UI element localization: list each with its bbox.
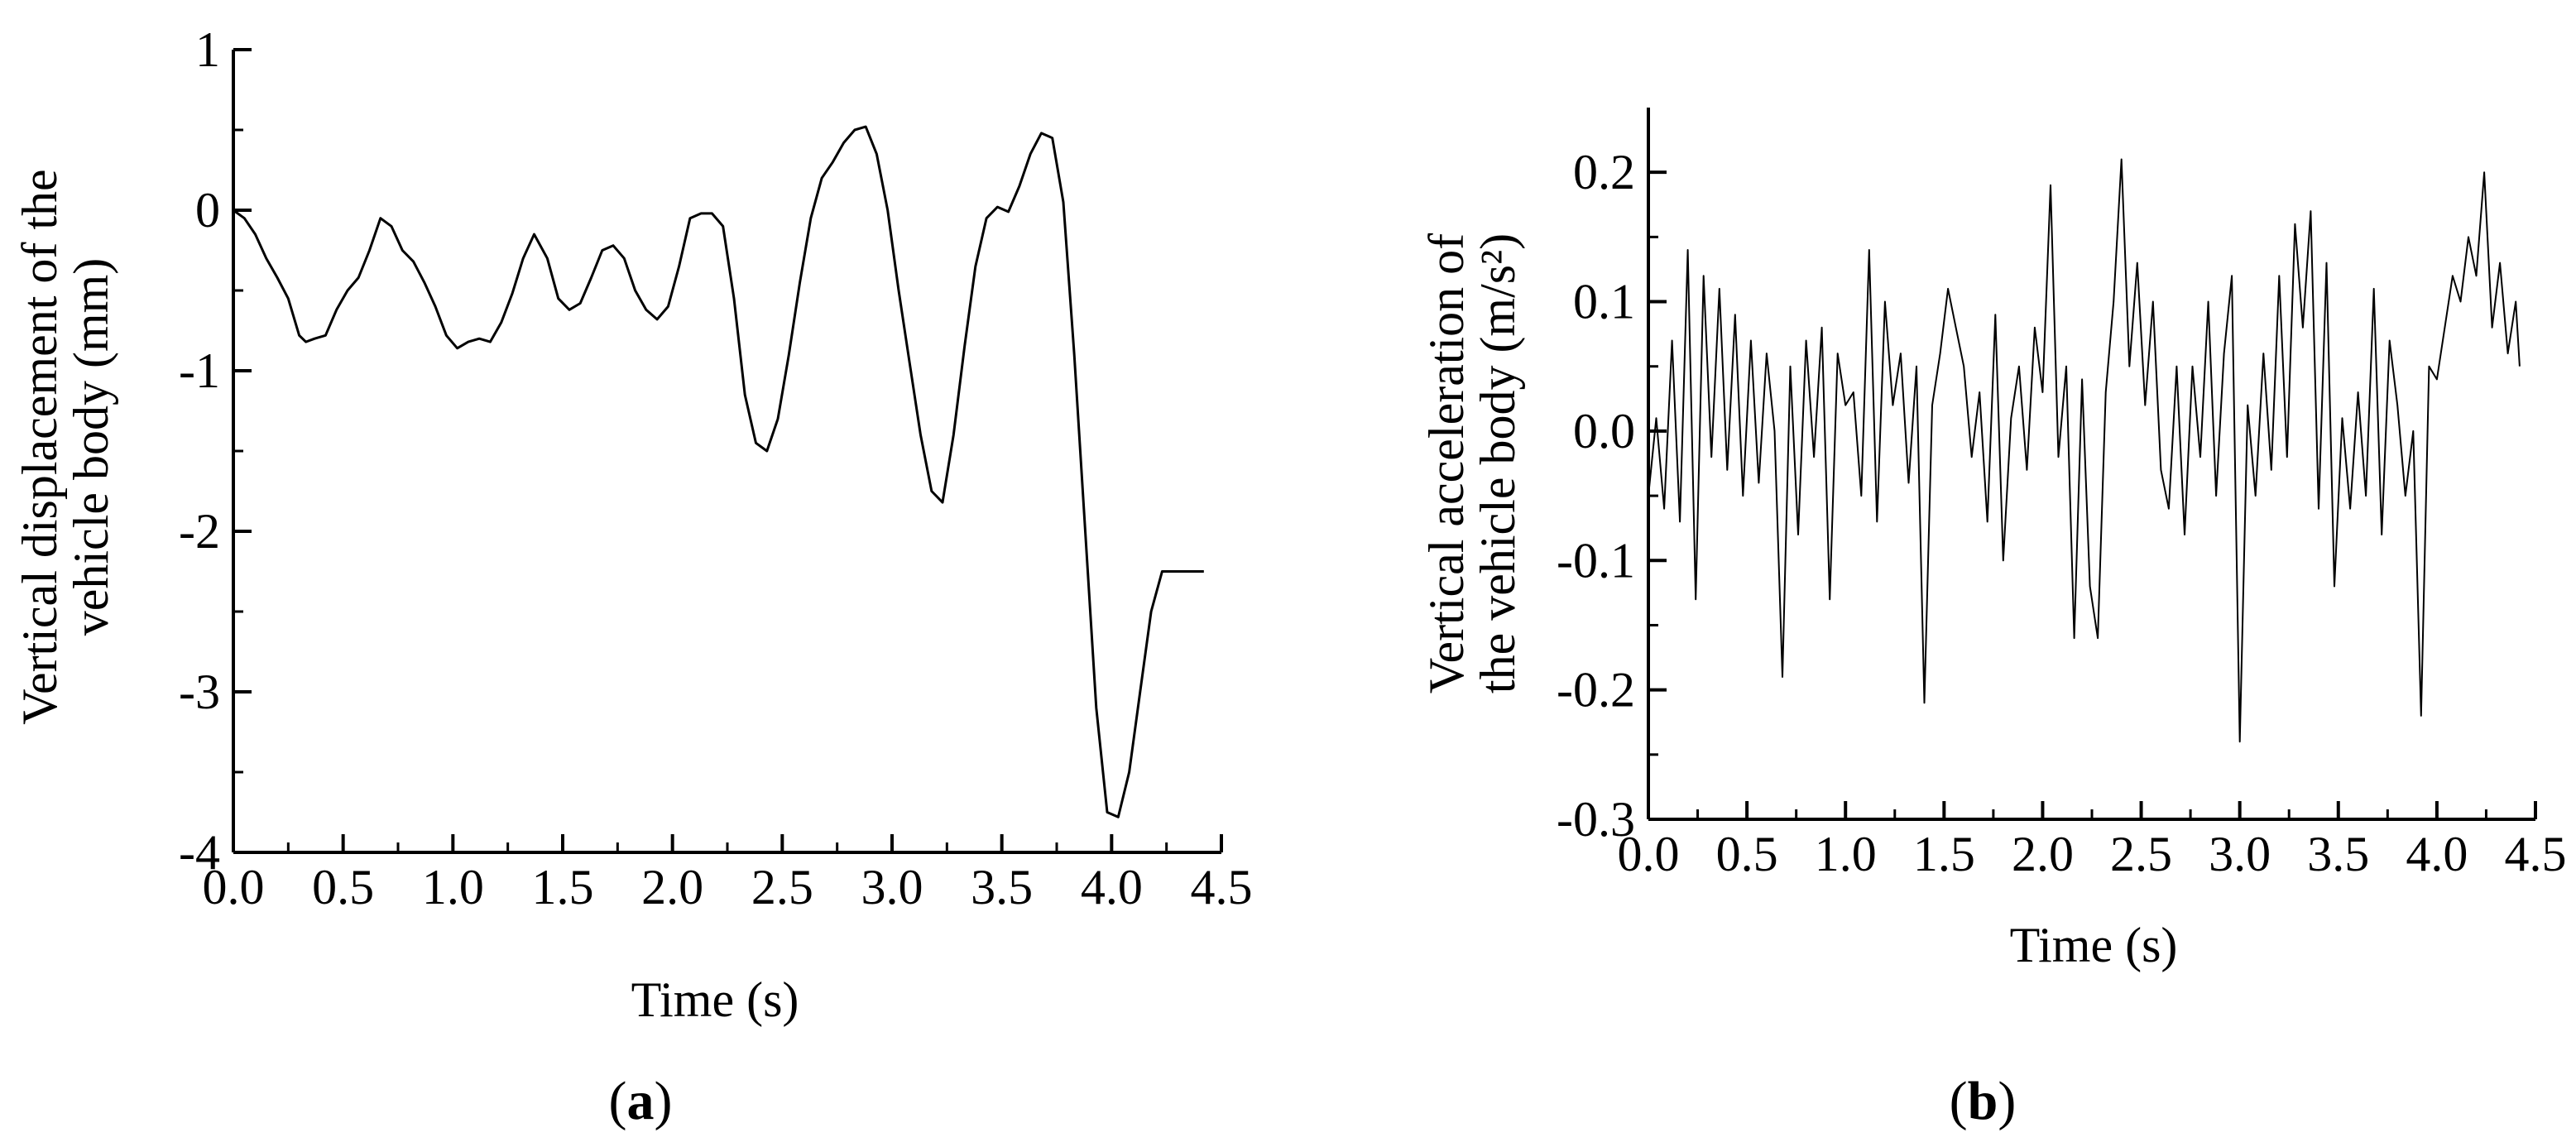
x-tick-label: 4.0 xyxy=(1081,860,1143,914)
panel-b-y-axis-title-line1: Vertical acceleration of xyxy=(1419,233,1474,693)
panel-b-x-tick-labels: 0.0 0.5 1.0 1.5 2.0 2.5 3.0 3.5 4.0 4.5 xyxy=(1618,827,2567,881)
y-tick-label: -0.2 xyxy=(1557,663,1635,717)
panel-b-label: (b) xyxy=(1950,1071,2017,1131)
x-tick-label: 3.0 xyxy=(861,860,923,914)
x-tick-label: 0.5 xyxy=(1716,827,1778,881)
y-tick-label: -2 xyxy=(179,504,220,559)
y-tick-label: -0.3 xyxy=(1557,792,1635,847)
x-tick-label: 2.5 xyxy=(2110,827,2172,881)
y-tick-label: 0.2 xyxy=(1573,145,1635,199)
x-tick-label: 3.5 xyxy=(2307,827,2369,881)
panel-a-label: (a) xyxy=(609,1071,673,1131)
panel-a-y-axis-title-line2: vehicle body (mm) xyxy=(64,258,118,636)
y-tick-label: -3 xyxy=(179,665,220,719)
x-tick-label: 0.5 xyxy=(312,860,374,914)
panel-a-ticks xyxy=(232,48,1223,854)
x-tick-label: 4.5 xyxy=(2505,827,2567,881)
panel-b-series xyxy=(1648,158,2521,743)
panel-a-y-tick-labels: 1 0 -1 -2 -3 -4 xyxy=(179,22,220,880)
y-tick-label: -0.1 xyxy=(1557,533,1635,588)
panel-a-y-axis-title-line1: Vertical displacement of the xyxy=(12,169,67,724)
panel-b-x-axis-title: Time (s) xyxy=(2010,918,2178,972)
y-tick-label: 0 xyxy=(195,183,220,238)
x-tick-label: 3.0 xyxy=(2209,827,2271,881)
x-tick-label: 1.5 xyxy=(532,860,594,914)
panel-a-x-tick-labels: 0.0 0.5 1.0 1.5 2.0 2.5 3.0 3.5 4.0 4.5 xyxy=(203,860,1253,914)
panel-a-x-axis-title: Time (s) xyxy=(631,972,799,1027)
x-tick-label: 4.0 xyxy=(2406,827,2468,881)
x-tick-label: 0.0 xyxy=(1618,827,1680,881)
x-tick-label: 2.0 xyxy=(641,860,703,914)
panel-b-y-axis-title-line2: the vehicle body (m/s²) xyxy=(1470,233,1525,693)
y-tick-label: 0.0 xyxy=(1573,404,1635,458)
y-tick-label: -1 xyxy=(179,343,220,398)
x-tick-label: 2.5 xyxy=(751,860,813,914)
panel-b-ticks xyxy=(1647,170,2537,821)
y-tick-label: 0.1 xyxy=(1573,275,1635,329)
panel-a-series xyxy=(233,125,1204,818)
x-tick-label: 1.0 xyxy=(1815,827,1877,881)
x-tick-label: 1.5 xyxy=(1913,827,1975,881)
y-tick-label: 1 xyxy=(195,22,220,77)
x-tick-label: 0.0 xyxy=(203,860,265,914)
panel-b: 0.0 0.5 1.0 1.5 2.0 2.5 3.0 3.5 4.0 4.5 0.2 0.1 0.0… xyxy=(1419,108,2567,1131)
x-tick-label: 2.0 xyxy=(2012,827,2074,881)
panel-b-y-axis-title: Vertical acceleration of the vehicle bod… xyxy=(1419,233,1525,693)
panel-a-y-axis-title: Vertical displacement of the vehicle bod… xyxy=(12,169,118,724)
series-line xyxy=(1648,158,2521,743)
series-line xyxy=(233,125,1204,818)
panel-a: 0.0 0.5 1.0 1.5 2.0 2.5 3.0 3.5 4.0 4.5 1 0 -1 -2 -3 -… xyxy=(12,22,1253,1131)
panel-b-y-tick-labels: 0.2 0.1 0.0 -0.1 -0.2 -0.3 xyxy=(1557,145,1635,847)
x-tick-label: 1.0 xyxy=(422,860,484,914)
y-tick-label: -4 xyxy=(179,825,220,880)
x-tick-label: 4.5 xyxy=(1191,860,1253,914)
x-tick-label: 3.5 xyxy=(971,860,1033,914)
